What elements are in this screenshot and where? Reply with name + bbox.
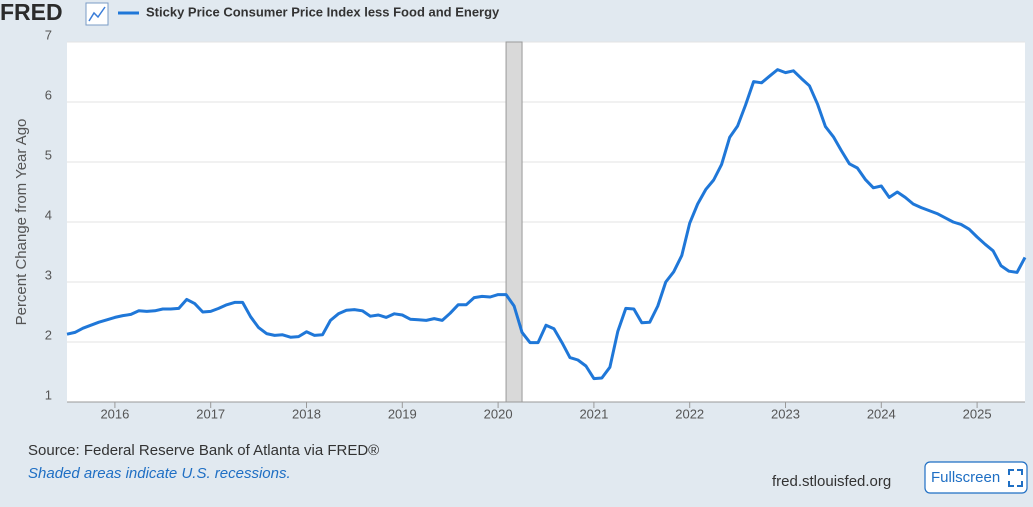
x-tick-label: 2019 bbox=[388, 406, 417, 421]
y-tick-label: 7 bbox=[45, 27, 52, 42]
logo-icon bbox=[85, 2, 109, 26]
logo: FRED bbox=[0, 0, 63, 25]
data-line bbox=[66, 68, 1027, 381]
fullscreen-label[interactable]: Fullscreen bbox=[931, 469, 1000, 486]
y-tick-label: 4 bbox=[45, 207, 52, 222]
x-tick-label: 2020 bbox=[484, 406, 513, 421]
y-axis-label: Percent Change from Year Ago bbox=[13, 119, 30, 326]
y-tick-label: 6 bbox=[45, 87, 52, 102]
y-tick-label: 5 bbox=[45, 147, 52, 162]
recession-note: Shaded areas indicate U.S. recessions. bbox=[28, 465, 291, 482]
recession-band bbox=[505, 41, 523, 403]
x-tick-label: 2018 bbox=[292, 406, 321, 421]
x-tick-label: 2023 bbox=[771, 406, 800, 421]
x-tick-label: 2017 bbox=[196, 406, 225, 421]
legend-label: Sticky Price Consumer Price Index less F… bbox=[146, 4, 500, 19]
fullscreen-button[interactable]: Fullscreen bbox=[924, 461, 1028, 494]
y-tick-label: 2 bbox=[45, 327, 52, 342]
x-tick-label: 2021 bbox=[579, 406, 608, 421]
y-tick-label: 1 bbox=[45, 387, 52, 402]
y-tick-label: 3 bbox=[45, 267, 52, 282]
x-tick-label: 2024 bbox=[867, 406, 896, 421]
source: Source: Federal Reserve Bank of Atlanta … bbox=[28, 442, 379, 459]
x-tick-label: 2022 bbox=[675, 406, 704, 421]
x-tick-label: 2016 bbox=[100, 406, 129, 421]
site-link: fred.stlouisfed.org bbox=[772, 473, 891, 490]
x-tick-label: 2025 bbox=[963, 406, 992, 421]
